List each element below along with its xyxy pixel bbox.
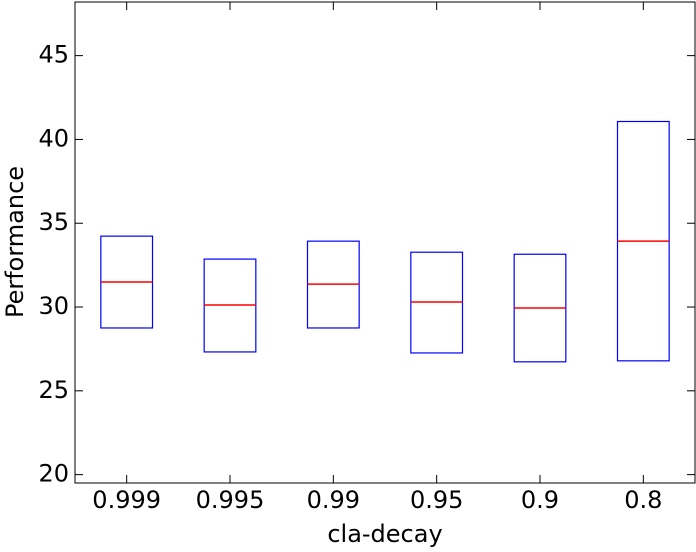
- y-tick-label: 45: [38, 41, 69, 69]
- y-tick-label: 40: [38, 124, 69, 152]
- x-axis-label: cla-decay: [327, 520, 442, 548]
- y-tick-label: 30: [38, 292, 69, 320]
- x-tick-label: 0.99: [307, 486, 360, 514]
- x-tick-label: 0.95: [410, 486, 463, 514]
- plot-frame: [74, 1, 696, 484]
- x-tick-label: 0.9: [521, 486, 559, 514]
- x-tick-label: 0.995: [196, 486, 265, 514]
- x-tick-label: 0.8: [624, 486, 662, 514]
- y-axis-label: Performance: [1, 166, 29, 318]
- y-tick-label: 35: [38, 208, 69, 236]
- y-tick-label: 25: [38, 376, 69, 404]
- y-tick-label: 20: [38, 460, 69, 488]
- x-tick-label: 0.999: [92, 486, 161, 514]
